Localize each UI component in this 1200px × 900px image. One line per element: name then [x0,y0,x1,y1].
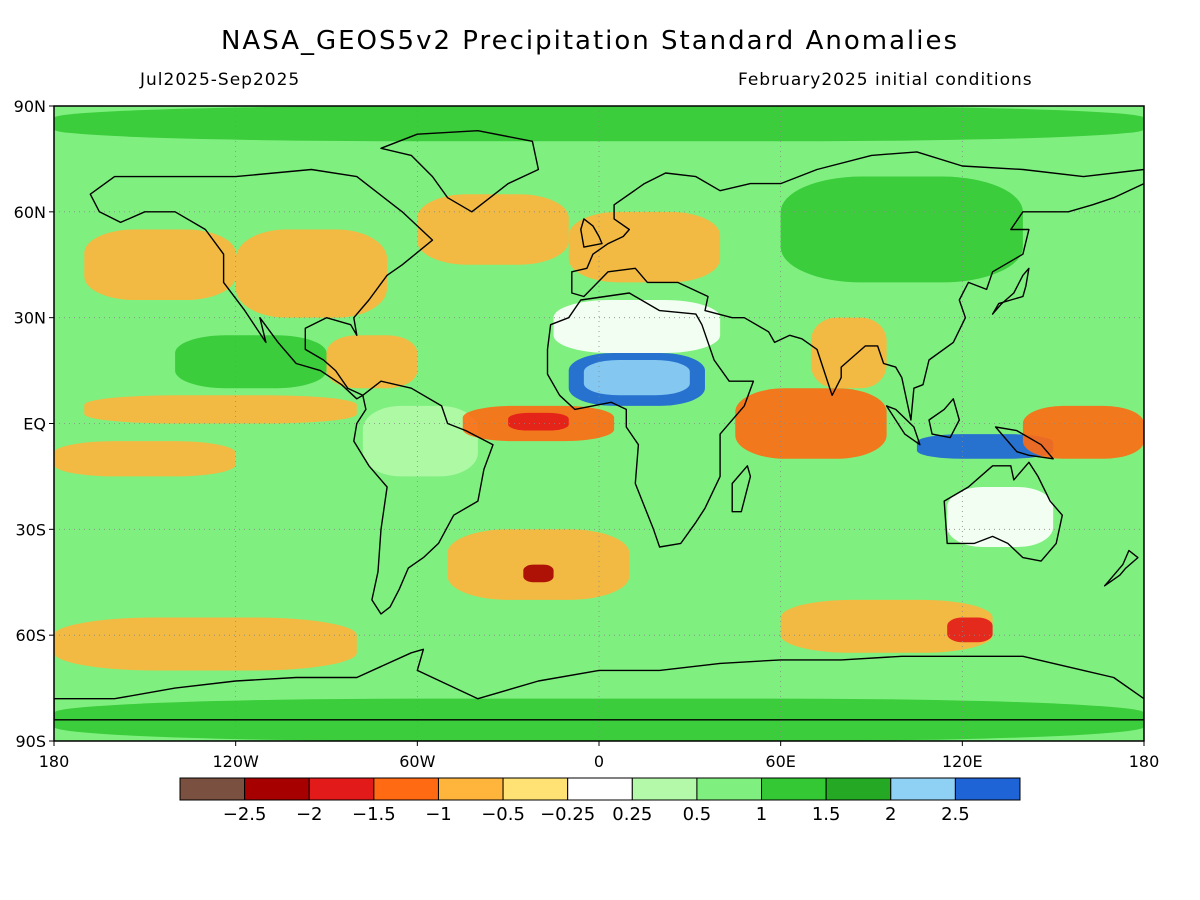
colorbar-swatch [696,777,763,801]
colorbar-swatch [567,777,633,801]
colorbar-swatch [244,777,310,801]
colorbar-label: −2 [296,804,323,825]
colorbar-swatch [308,777,375,801]
colorbar-swatch [761,777,827,801]
lat-tick-label: 90N [14,97,46,116]
region-east-pacific-dry [84,395,357,424]
lon-tick-label: 180 [1129,752,1160,771]
region-sahara-white [553,300,721,353]
lat-tick-label: 60S [15,626,46,645]
region-south-pacific-dry [54,441,236,477]
region-atlantic-itcz-strong [508,412,569,431]
lat-tick-label: 30S [15,520,46,539]
region-europe-dry [568,211,721,283]
coastline-madagascar [731,465,752,513]
region-indian-ocean-dry [735,388,887,459]
colorbar-label: 2.5 [941,804,970,825]
region-arctic-green [54,106,1144,142]
colorbar-swatch [502,777,569,801]
map-plot-area [54,106,1144,741]
coastline-eurasia [571,151,1144,421]
initial-conditions: February2025 initial conditions [738,70,1033,90]
coastline-new-zealand [1103,549,1139,587]
lon-tick-label: 120W [212,752,259,771]
colorbar-label: −0.25 [540,804,595,825]
colorbar-swatch [373,777,439,801]
coastline-new-guinea [994,426,1054,460]
colorbar-label: 0.5 [683,804,712,825]
lon-tick-label: 60W [399,752,435,771]
coastline-borneo [928,398,960,439]
colorbar-label: −2.5 [223,804,267,825]
region-north-atlantic-dry [417,194,569,265]
lat-tick-label: 30N [14,309,46,328]
coastline-japan [991,267,1030,315]
colorbar-swatch [631,777,698,801]
colorbar-swatch [954,777,1021,801]
coastline-britain [580,218,603,248]
chart-title: NASA_GEOS5v2 Precipitation Standard Anom… [220,26,960,56]
colorbar-label: −1.5 [352,804,396,825]
coastline-sumatra [885,405,921,446]
region-amazon-mixed [362,405,478,477]
colorbar-label: −0.5 [481,804,525,825]
region-southern-ocean-dry [54,617,357,671]
colorbar-swatch [825,777,892,801]
colorbar: −2.5 −2 −1.5 −1 −0.5 −0.25 0.25 0.5 1 1.5 2 2.5 [179,777,1021,825]
lon-tick-label: 0 [594,752,604,771]
region-india-dry [810,317,887,389]
lat-tick-label: 90S [15,732,46,751]
region-siberia-wet [780,176,1023,283]
map-layer [54,106,1144,741]
colorbar-label: 2 [885,804,896,825]
colorbar-swatch [890,777,956,801]
lon-tick-label: 180 [39,752,70,771]
colorbar-label: 0.25 [612,804,652,825]
colorbar-label: −1 [425,804,452,825]
colorbar-swatch [179,777,246,801]
lon-tick-label: 60E [765,752,795,771]
coastline-north-america [89,168,434,400]
region-south-indian-dry [780,599,993,653]
region-west-pacific-dry [1022,405,1144,459]
colorbar-label: 1 [756,804,767,825]
coastline-antarctica [54,648,1144,721]
region-south-atlantic-strong [523,564,554,583]
colorbar-swatch [437,777,504,801]
coastline-africa [546,292,755,548]
region-north-pacific-dry [84,229,236,301]
coastline-greenland [380,130,540,213]
region-north-america-dry [235,229,388,318]
lon-tick-label: 120E [942,752,983,771]
coastline-south-america [353,380,494,615]
coastline-australia [943,461,1063,562]
region-south-indian-strong [947,617,993,643]
region-caribbean-dry [326,335,418,389]
colorbar-label: 1.5 [812,804,841,825]
region-east-pacific-wet [175,335,327,389]
region-australia-white [947,487,1054,547]
lat-tick-label: EQ [23,415,46,434]
forecast-period: Jul2025-Sep2025 [140,70,301,90]
lat-tick-label: 60N [14,203,46,222]
region-sahel-wet-core [583,360,690,396]
